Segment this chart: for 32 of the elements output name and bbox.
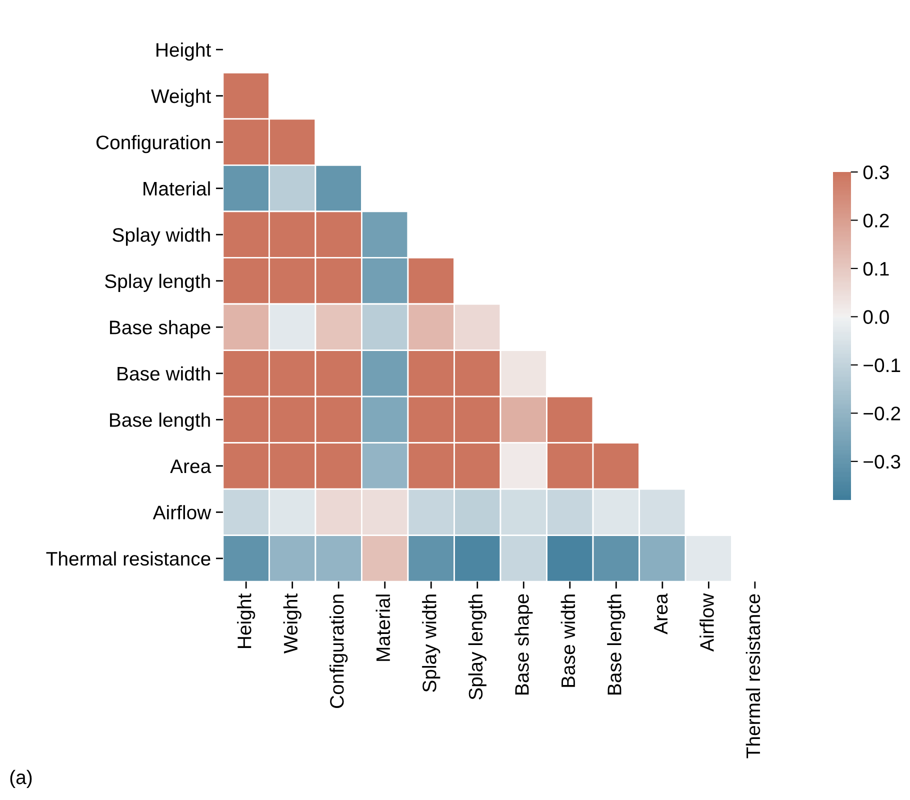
- color-bar-label: 0.2: [863, 214, 889, 228]
- x-tick-label: Configuration: [330, 594, 348, 708]
- y-tick-label: Area: [170, 460, 212, 474]
- y-tick-label: Weight: [151, 88, 212, 107]
- color-bar-label: 0.3: [863, 165, 889, 180]
- y-tick-label: Configuration: [96, 135, 210, 154]
- x-tick-label: Airflow: [700, 593, 714, 652]
- y-tick-label: Base length: [110, 412, 210, 431]
- color-bar-label: −0.3: [864, 454, 900, 469]
- y-tick-label: Splay width: [112, 228, 210, 246]
- color-bar-label: 0.0: [863, 310, 889, 324]
- y-tick-label: Splay length: [105, 274, 210, 292]
- x-tick-label: Base length: [607, 594, 626, 694]
- y-tick-label: Material: [144, 181, 210, 196]
- y-tick-label: Height: [156, 42, 212, 61]
- x-tick-label: Height: [237, 593, 256, 648]
- x-tick-label: Base shape: [514, 594, 533, 694]
- x-tick-label: Thermal resistance: [746, 594, 760, 758]
- color-bar-label: −0.1: [864, 358, 900, 372]
- y-tick-label: Thermal resistance: [46, 551, 210, 566]
- color-bar-label: −0.2: [864, 406, 900, 420]
- x-tick-label: Weight: [283, 593, 302, 654]
- x-tick-label: Area: [654, 593, 668, 634]
- y-tick-label: Airflow: [152, 505, 212, 520]
- x-tick-label: Material: [376, 594, 390, 661]
- x-tick-label: Splay length: [468, 594, 486, 700]
- x-tick-label: Base width: [560, 594, 576, 687]
- y-tick-label: Base width: [118, 366, 210, 381]
- text: (a): [10, 770, 32, 788]
- y-tick-label: Base shape: [110, 320, 210, 338]
- x-tick-label: Splay width: [422, 594, 440, 692]
- color-bar-label: 0.1: [863, 262, 889, 276]
